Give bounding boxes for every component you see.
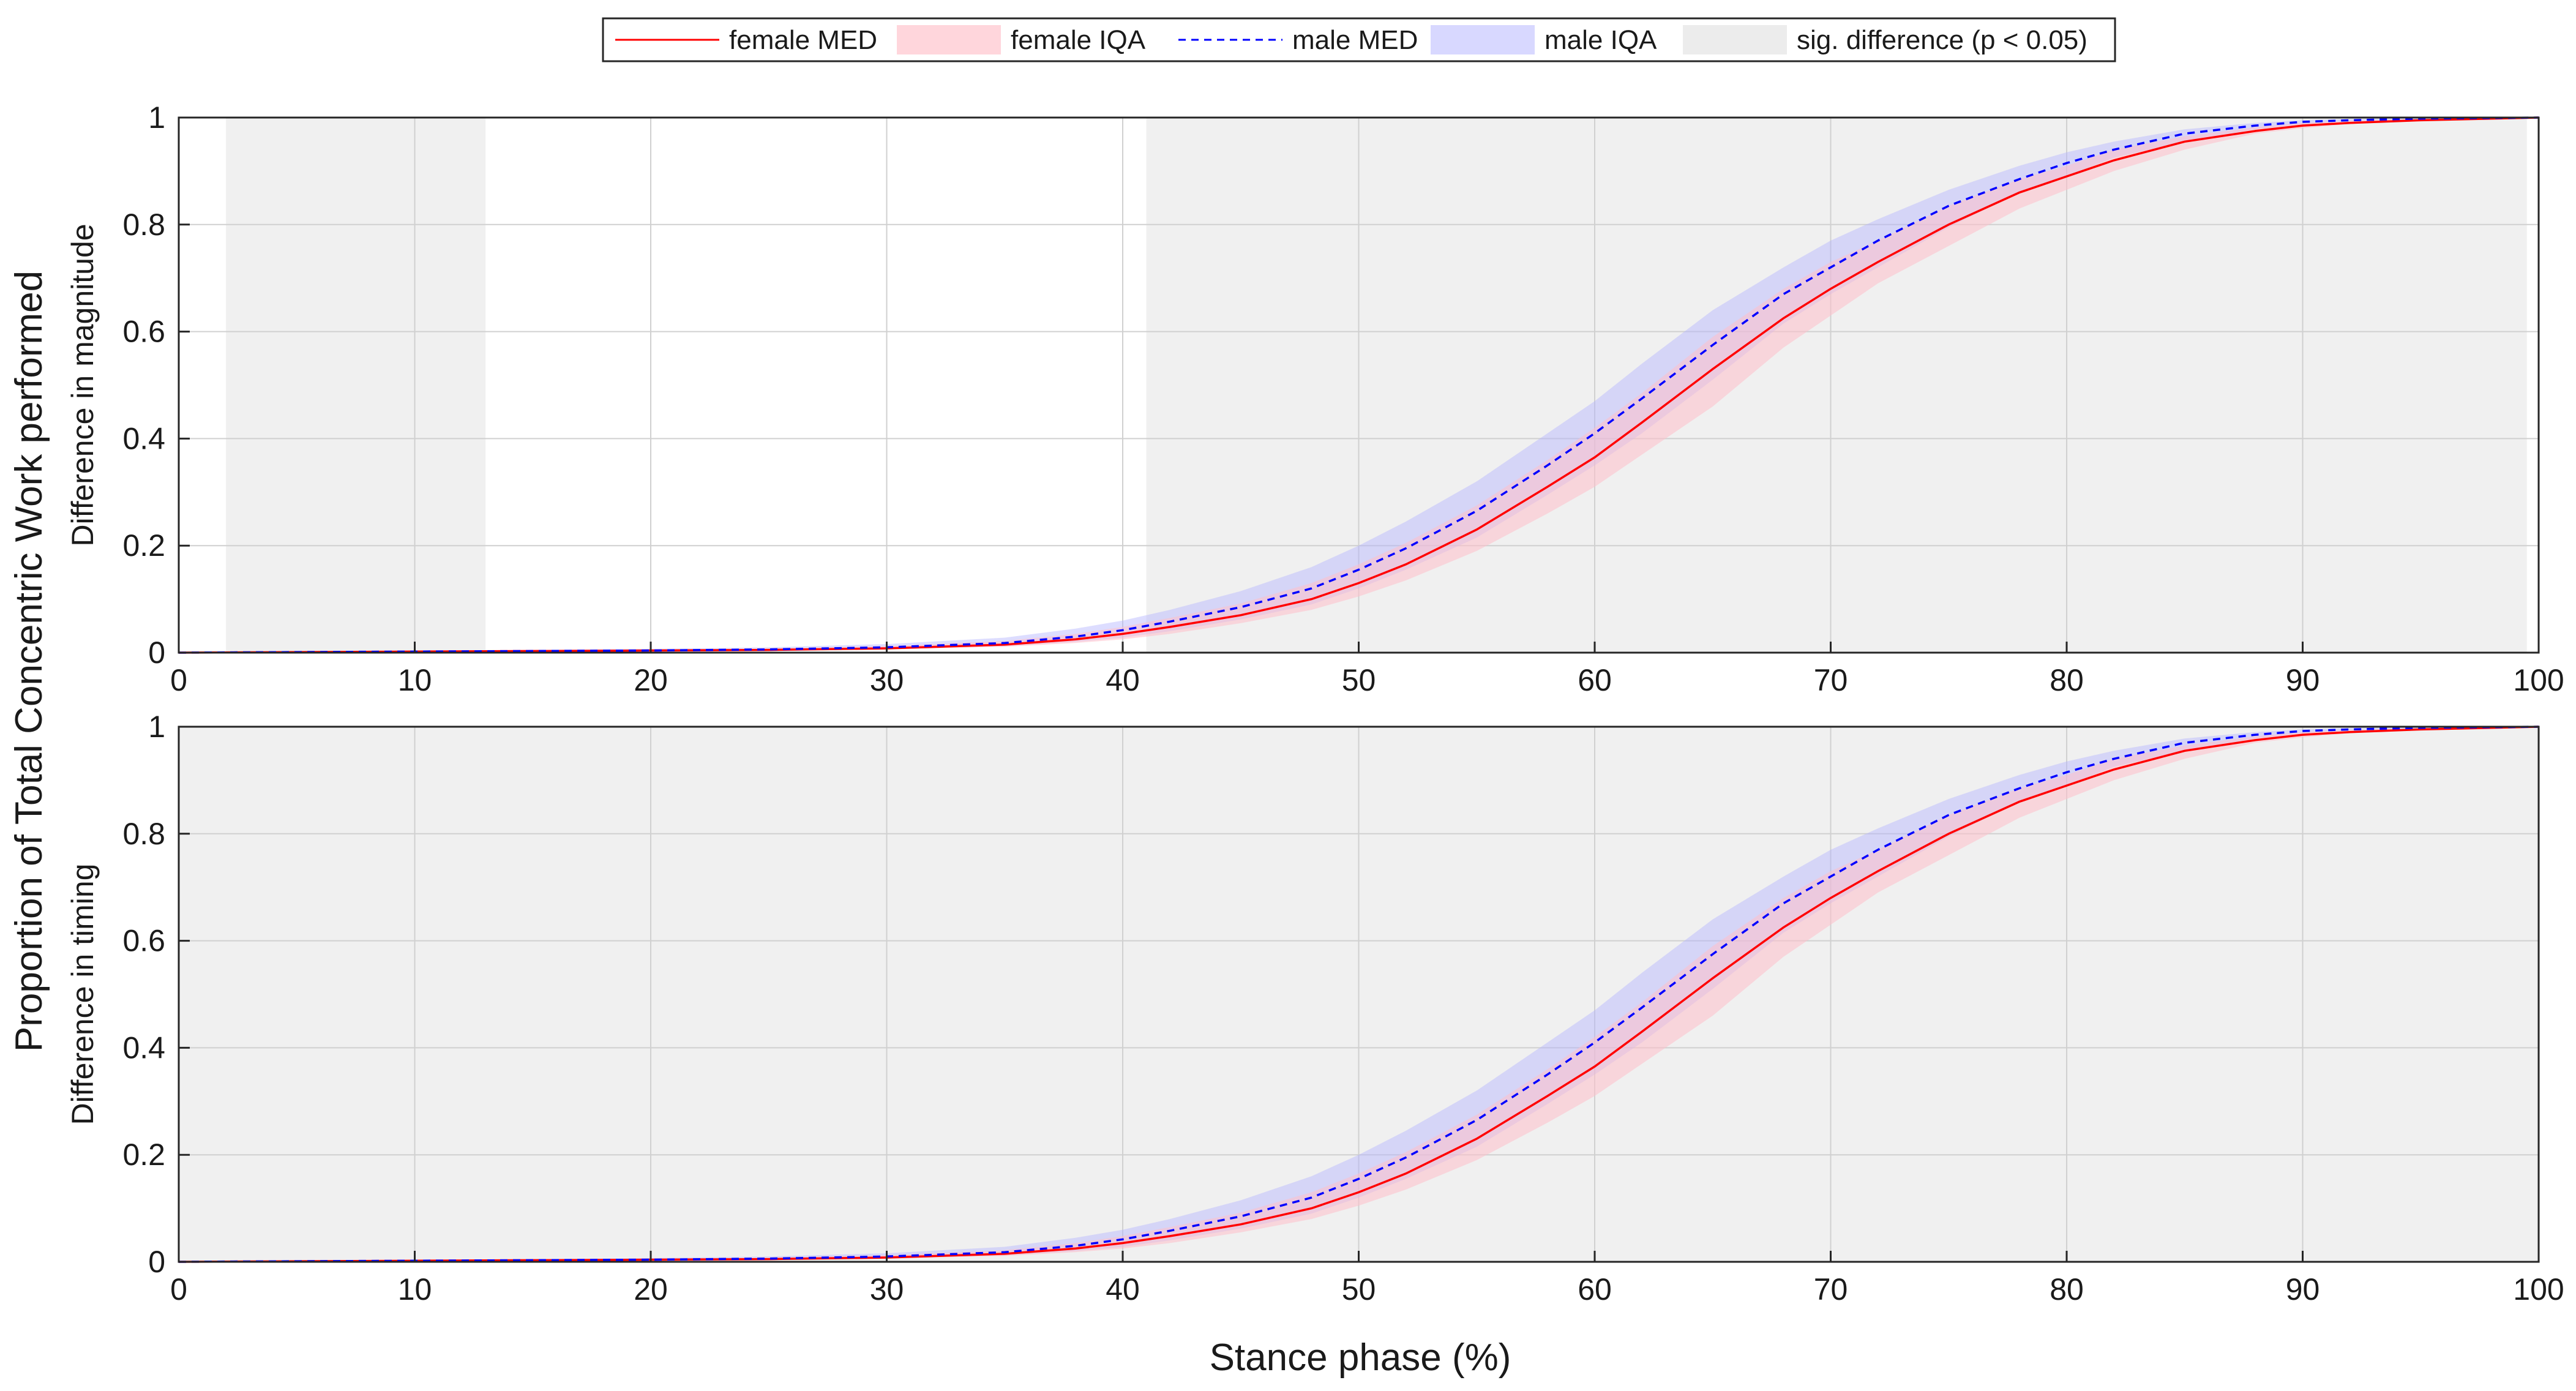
y-tick-label: 0.2 — [122, 528, 165, 563]
x-tick-label: 60 — [1578, 663, 1612, 697]
legend-label: female IQA — [1011, 25, 1146, 55]
y-tick-label: 0 — [148, 636, 165, 670]
legend-swatch — [1431, 25, 1535, 54]
y-tick-label: 0.6 — [122, 315, 165, 349]
x-tick-label: 60 — [1578, 1272, 1612, 1307]
x-tick-label: 90 — [2286, 1272, 2320, 1307]
shared-ylabel: Proportion of Total Concentric Work perf… — [8, 271, 50, 1052]
sig-region-0 — [226, 118, 486, 653]
x-tick-label: 80 — [2050, 663, 2084, 697]
female-med-line — [178, 725, 2539, 1263]
y-tick-label: 0.8 — [122, 817, 165, 851]
legend-label: female MED — [729, 25, 877, 55]
x-axis-label: Stance phase (%) — [1210, 1337, 1511, 1379]
x-tick-label: 80 — [2050, 1272, 2084, 1307]
y-tick-label: 0.8 — [122, 208, 165, 242]
x-tick-label: 90 — [2286, 663, 2320, 697]
x-tick-label: 0 — [170, 1272, 187, 1307]
y-tick-label: 1 — [148, 710, 165, 744]
x-tick-label: 70 — [1814, 1272, 1848, 1307]
legend-swatch — [1683, 25, 1787, 54]
male-iqa-band — [179, 118, 2539, 653]
y-tick-label: 0 — [148, 1245, 165, 1279]
panel-ylabel: Difference in magnitude — [66, 223, 100, 546]
x-tick-label: 10 — [398, 1272, 432, 1307]
x-tick-label: 20 — [634, 1272, 668, 1307]
x-tick-label: 30 — [870, 663, 904, 697]
panel-timing: 0 10 20 30 40 50 60 70 80 90 100 0 0.2 0.4 0.6 0.8 1 Diff… — [66, 710, 2564, 1307]
y-tick-label: 0.4 — [122, 421, 165, 456]
x-tick-label: 10 — [398, 663, 432, 697]
x-tick-label: 0 — [170, 663, 187, 697]
x-tick-label: 100 — [2513, 663, 2564, 697]
y-tick-label: 0.2 — [122, 1138, 165, 1172]
x-tick-label: 40 — [1106, 1272, 1140, 1307]
y-tick-label: 0.6 — [122, 924, 165, 958]
legend-item-female-iqa: female IQA — [897, 25, 1146, 55]
x-tick-label: 100 — [2513, 1272, 2564, 1307]
x-tick-label: 50 — [1342, 1272, 1376, 1307]
x-tick-label: 20 — [634, 663, 668, 697]
x-tick-label: 70 — [1814, 663, 1848, 697]
male-med-line — [178, 116, 2539, 654]
male-iqa-band — [179, 727, 2539, 1262]
legend-item-male-iqa: male IQA — [1431, 25, 1657, 55]
panel-ylabel: Difference in timing — [66, 863, 100, 1125]
legend-item-male-med: male MED — [1178, 25, 1418, 55]
legend-label: male MED — [1292, 25, 1418, 55]
panel-magnitude: 0 10 20 30 40 50 60 70 80 90 100 0 0.2 0.4 0.6 0.8 1 Diff… — [66, 100, 2564, 697]
legend: female MED female IQA male MED male IQA sig.… — [602, 17, 2116, 62]
legend-item-female-med: female MED — [615, 25, 877, 55]
female-med-line — [178, 116, 2539, 654]
legend-label: sig. difference (p < 0.05) — [1797, 25, 2087, 55]
y-tick-label: 1 — [148, 100, 165, 135]
legend-label: male IQA — [1544, 25, 1657, 55]
legend-swatch — [897, 25, 1001, 54]
legend-box — [602, 17, 2116, 62]
x-tick-label: 50 — [1342, 663, 1376, 697]
legend-item-sig-difference-p-0-05-: sig. difference (p < 0.05) — [1683, 25, 2087, 55]
x-tick-label: 30 — [870, 1272, 904, 1307]
x-tick-label: 40 — [1106, 663, 1140, 697]
male-med-line — [178, 725, 2539, 1263]
y-tick-label: 0.4 — [122, 1030, 165, 1065]
